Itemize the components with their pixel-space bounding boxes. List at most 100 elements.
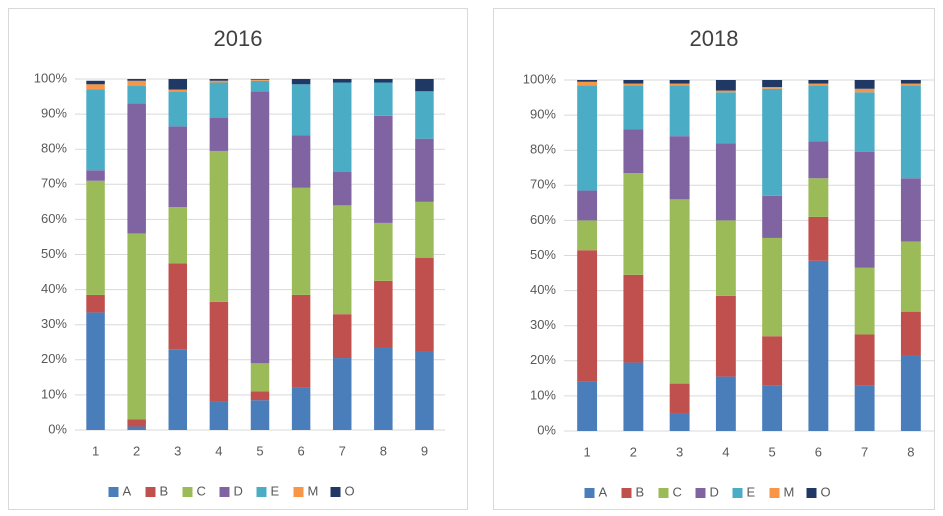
legend-label: D <box>710 484 719 499</box>
bar-segment <box>669 383 690 414</box>
x-tick-label: 7 <box>861 444 868 459</box>
bar-segment <box>209 301 229 402</box>
bar-segment <box>291 187 311 295</box>
bar-segment <box>577 381 598 431</box>
bar-segment <box>900 178 921 242</box>
legend-label: A <box>123 483 132 498</box>
bar-segment <box>374 82 393 116</box>
bar-segment <box>715 92 736 144</box>
bar-segment <box>669 85 690 137</box>
bar-segment <box>168 207 188 264</box>
bar-segment <box>250 91 270 364</box>
bar-segment <box>415 201 434 259</box>
legend-swatch <box>108 487 119 497</box>
legend-label: O <box>821 484 831 499</box>
bar-segment <box>291 84 311 136</box>
x-tick-label: 8 <box>380 443 387 458</box>
x-tick-label: 3 <box>676 444 683 459</box>
bar-segment <box>577 80 598 82</box>
bar-segment <box>291 294 311 388</box>
bar-segment <box>168 126 188 208</box>
y-tick-label: 80% <box>41 141 67 156</box>
legend-swatch <box>695 488 706 498</box>
bar-segment <box>808 83 829 86</box>
bar-segment <box>250 391 270 401</box>
bar-segment <box>374 280 393 348</box>
bar-segment <box>415 258 434 352</box>
bar-segment <box>374 115 393 223</box>
bar-segment <box>808 178 829 217</box>
bar-segment <box>332 314 352 359</box>
bar-segment <box>715 295 736 377</box>
bar-segment <box>86 80 105 85</box>
x-tick-label: 3 <box>174 443 181 458</box>
bar-segment <box>808 85 829 142</box>
bar-segment <box>250 79 270 81</box>
bar-segment <box>86 170 105 181</box>
bar-segment <box>209 150 229 302</box>
bar-segment <box>577 220 598 251</box>
legend-label: C <box>673 484 682 499</box>
bar-segment <box>127 79 146 81</box>
bar-segment <box>374 347 393 430</box>
legend-swatch <box>584 488 595 498</box>
bar-segment <box>127 80 146 87</box>
chart-title: 2016 <box>214 26 263 51</box>
bar-segment <box>762 88 783 196</box>
bar-segment <box>168 263 188 350</box>
bar-segment <box>127 86 146 104</box>
x-tick-label: 4 <box>722 444 729 459</box>
bar-segment <box>623 85 644 130</box>
bar-segment <box>900 80 921 84</box>
legend-label: M <box>308 483 319 498</box>
bar-segment <box>900 241 921 312</box>
bar-segment <box>669 80 690 84</box>
bar-segment <box>86 89 105 171</box>
y-tick-label: 100% <box>34 70 68 85</box>
bar-segment <box>86 180 105 295</box>
bar-segment <box>854 334 875 386</box>
legend-swatch <box>182 487 193 497</box>
bar-segment <box>86 294 105 313</box>
bar-segment <box>715 376 736 431</box>
x-tick-label: 6 <box>297 443 304 458</box>
bar-segment <box>168 89 188 92</box>
x-tick-label: 1 <box>92 443 99 458</box>
bar-segment <box>900 83 921 86</box>
bar-segment <box>900 85 921 179</box>
bar-segment <box>86 312 105 430</box>
y-tick-label: 70% <box>41 176 67 191</box>
legend-swatch <box>732 488 743 498</box>
y-tick-label: 10% <box>41 386 67 401</box>
bar-segment <box>623 80 644 84</box>
y-tick-label: 50% <box>41 246 67 261</box>
legend-label: C <box>197 483 206 498</box>
bar-segment <box>577 85 598 191</box>
bar-segment <box>762 195 783 238</box>
x-tick-label: 1 <box>584 444 591 459</box>
bar-segment <box>854 92 875 152</box>
legend-swatch <box>293 487 304 497</box>
bar-segment <box>332 205 352 315</box>
bar-segment <box>127 426 146 430</box>
bar-segment <box>715 80 736 91</box>
bar-segment <box>209 401 229 430</box>
bar-segment <box>127 233 146 420</box>
legend-label: A <box>599 484 608 499</box>
bar-segment <box>669 199 690 384</box>
bar-segment <box>168 91 188 127</box>
legend-swatch <box>658 488 669 498</box>
y-tick-label: 70% <box>530 177 556 192</box>
y-tick-label: 60% <box>41 211 67 226</box>
bar-segment <box>854 151 875 268</box>
y-tick-label: 0% <box>537 422 556 437</box>
bar-segment <box>762 87 783 89</box>
bar-segment <box>715 143 736 221</box>
bar-segment <box>374 222 393 281</box>
bar-segment <box>209 82 229 118</box>
bar-segment <box>854 267 875 335</box>
bar-segment <box>577 250 598 382</box>
bar-segment <box>415 91 434 139</box>
bar-segment <box>291 135 311 188</box>
